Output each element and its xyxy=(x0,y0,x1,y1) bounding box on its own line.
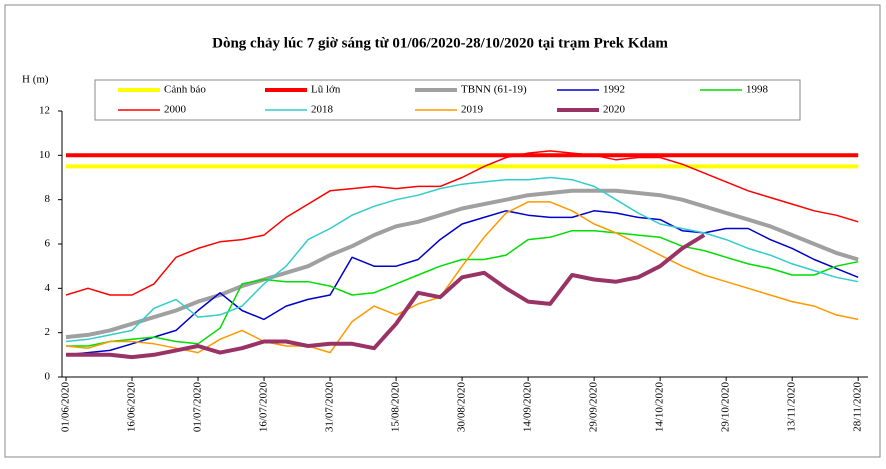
series-line xyxy=(65,201,859,354)
x-tick-label: 16/07/2020 xyxy=(258,382,270,433)
x-tick-label: 30/08/2020 xyxy=(456,382,468,433)
x-tick-label: 28/11/2020 xyxy=(852,382,864,432)
legend-label: Lũ lớn xyxy=(311,84,341,96)
x-tick-label: 01/06/2020 xyxy=(60,382,72,433)
legend-label: Cảnh báo xyxy=(164,84,206,96)
y-tick-label: 12 xyxy=(39,105,50,117)
series-line xyxy=(65,176,859,343)
x-tick-label: 15/08/2020 xyxy=(390,382,402,433)
legend-label: 2018 xyxy=(311,104,334,116)
series-line xyxy=(66,233,706,360)
x-tick-label: 01/07/2020 xyxy=(192,382,204,433)
y-tick-label: 4 xyxy=(45,282,51,294)
legend-box xyxy=(94,79,801,121)
legend-label: 1992 xyxy=(603,84,625,96)
y-tick-label: 8 xyxy=(45,193,51,205)
x-tick-label: 14/09/2020 xyxy=(522,382,534,433)
y-tick-label: 6 xyxy=(45,238,51,250)
x-tick-label: 13/11/2020 xyxy=(786,382,798,432)
legend-label: TBNN (61-19) xyxy=(461,84,527,96)
x-tick-label: 29/09/2020 xyxy=(588,382,600,433)
series-line xyxy=(65,210,859,356)
y-axis-label: H (m) xyxy=(22,74,49,86)
y-tick-label: 10 xyxy=(39,149,51,161)
series-line xyxy=(65,150,859,296)
x-tick-label: 31/07/2020 xyxy=(324,382,336,433)
legend-label: 2019 xyxy=(461,104,484,116)
x-tick-label: 14/10/2020 xyxy=(654,382,666,433)
y-tick-label: 0 xyxy=(45,371,51,383)
x-tick-label: 29/10/2020 xyxy=(720,382,732,433)
legend-label: 2020 xyxy=(603,104,626,116)
series-line xyxy=(66,229,859,347)
x-tick-label: 16/06/2020 xyxy=(126,382,138,433)
series-line xyxy=(65,188,859,340)
legend-label: 2000 xyxy=(164,104,187,116)
y-tick-label: 2 xyxy=(45,326,51,338)
legend-label: 1998 xyxy=(746,84,769,96)
chart-title: Dòng chảy lúc 7 giờ sáng từ 01/06/2020-2… xyxy=(212,35,668,51)
